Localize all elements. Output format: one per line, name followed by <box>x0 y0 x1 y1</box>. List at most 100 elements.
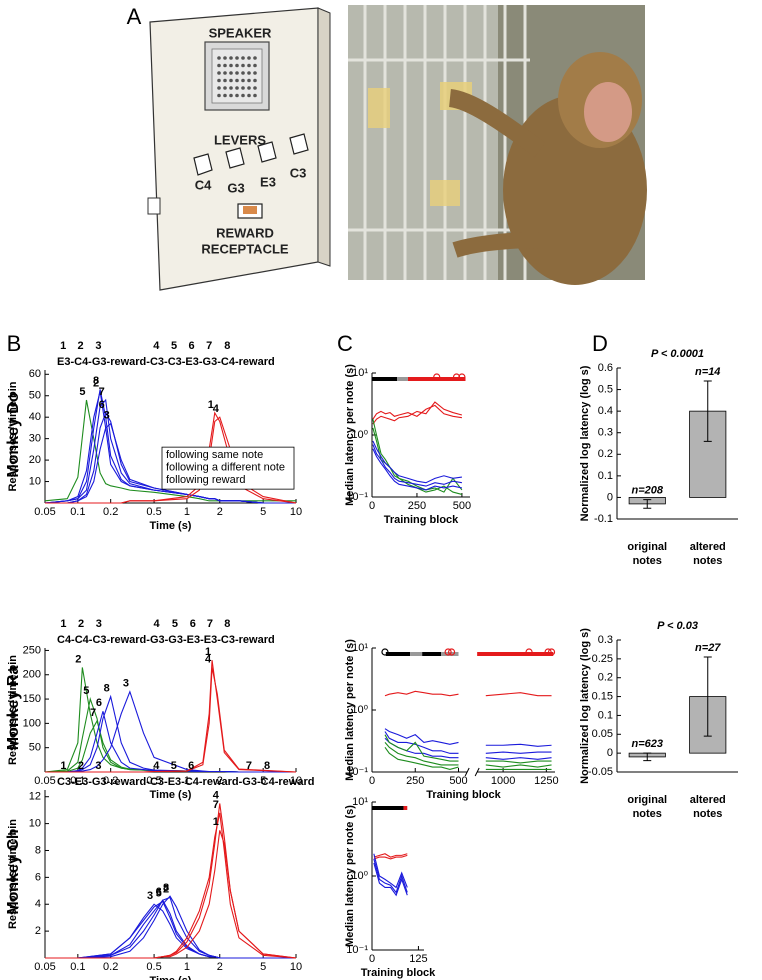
sequence-note: C3- <box>150 356 168 368</box>
lever-note: E3 <box>260 174 276 189</box>
grille-dot <box>229 78 233 83</box>
session-marker <box>458 373 466 381</box>
y-tick-label: 10⁻¹ <box>346 944 368 956</box>
sequence-note: E3- <box>75 776 92 788</box>
panel-label: C <box>337 331 353 356</box>
y-axis-label: Normalized log latency (log s) <box>579 365 591 521</box>
grille-dot <box>235 78 239 83</box>
grille-dot <box>235 56 239 60</box>
peak-label: 3 <box>147 890 153 902</box>
series-line <box>45 895 296 959</box>
peak-label: 8 <box>104 683 110 695</box>
x-tick-label: 10 <box>290 775 302 787</box>
y-tick-label: 6 <box>35 871 41 883</box>
sequence-note: C3- <box>150 776 168 788</box>
grille-dot <box>241 71 245 75</box>
grille-dot <box>223 63 227 68</box>
lever-note: C3 <box>290 165 307 180</box>
x-tick-label: 1000 <box>491 775 515 787</box>
y-axis-label: Median latency per note (s) <box>344 805 356 947</box>
grille-dot <box>253 56 257 60</box>
x-axis-label: Training block <box>426 789 501 801</box>
x-tick-label: notes <box>633 555 662 567</box>
peak-label: 7 <box>99 386 105 398</box>
row-label: Monkey Ch <box>5 829 22 914</box>
x-tick-label: 10 <box>290 961 302 973</box>
sequence-note: C3- <box>221 634 239 646</box>
series-line <box>373 853 408 889</box>
sequence-number: 8 <box>224 618 230 630</box>
grille-dot <box>247 63 251 68</box>
sequence-number: 3 <box>96 618 102 630</box>
grille-dot <box>217 93 221 98</box>
y-axis-label: Normalized log latency (log s) <box>579 628 591 784</box>
grille-dot <box>229 63 233 68</box>
x-axis-label: Time (s) <box>150 789 192 801</box>
sequence-note: C4- <box>75 634 93 646</box>
grille-dot <box>223 93 227 98</box>
sequence-number: 7 <box>206 340 212 352</box>
x-tick-label: 1 <box>184 506 190 518</box>
series-line <box>45 667 297 773</box>
grille-dot <box>247 56 251 60</box>
x-tick-label: 5 <box>260 775 266 787</box>
y-tick-label: 20 <box>29 454 41 466</box>
x-tick-label: 0.1 <box>70 506 85 518</box>
x-tick-label: 0.1 <box>70 775 85 787</box>
y-tick-label: 0.3 <box>598 634 613 646</box>
grille-dot <box>247 86 251 90</box>
session-marker <box>544 648 552 656</box>
y-tick-label: 0.6 <box>598 362 613 374</box>
sequence-note: C4- <box>74 356 92 368</box>
grille-dot <box>235 63 239 68</box>
sequence-note: reward- <box>110 634 150 646</box>
x-axis-label: Time (s) <box>150 975 192 980</box>
grille-dot <box>217 86 221 90</box>
sequence-number: 5 <box>171 340 177 352</box>
sequence-number: 6 <box>190 618 196 630</box>
sequence-number: 4 <box>153 618 160 630</box>
x-tick-label: 0.05 <box>34 775 55 787</box>
x-tick-label: 0.2 <box>103 775 118 787</box>
y-tick-label: 10⁻¹ <box>346 766 368 778</box>
x-tick-label: 0 <box>369 953 375 965</box>
grille-dot <box>253 63 257 68</box>
reward-label: REWARD <box>216 225 274 240</box>
series-line <box>372 448 463 491</box>
sequence-number: 1 <box>60 340 66 352</box>
y-tick-label: 0 <box>607 491 613 503</box>
series-line <box>373 853 408 858</box>
peak-label: 6 <box>99 399 105 411</box>
sequence-number: 6 <box>189 340 195 352</box>
series-line <box>372 444 463 487</box>
peak-label: 8 <box>93 375 99 387</box>
series-line <box>45 690 296 773</box>
peak-label: 4 <box>205 653 212 665</box>
lever-note: C4 <box>195 177 212 192</box>
series-line <box>373 854 408 860</box>
y-tick-label: 4 <box>35 898 41 910</box>
grille-dot <box>235 71 239 75</box>
error-bar <box>643 499 652 509</box>
y-tick-label: 10⁰ <box>351 870 368 882</box>
grille-dot <box>223 86 227 90</box>
device: SPEAKER LEVERS C4 G3 E3 C3 REWARD RECEPT… <box>147 7 331 291</box>
series-line <box>384 742 552 768</box>
x-tick-label: altered <box>690 541 726 553</box>
legend-entry: following a different note <box>166 462 285 474</box>
y-tick-label: 10 <box>29 475 41 487</box>
y-tick-label: 0.1 <box>598 709 613 721</box>
sequence-note: reward- <box>203 776 243 788</box>
session-marker <box>433 373 441 381</box>
x-tick-label: 5 <box>260 506 266 518</box>
grille-dot <box>241 63 245 68</box>
chart-title: P < 0.03 <box>657 620 698 632</box>
sequence-note: C4- <box>221 356 239 368</box>
y-axis-label: Median latency per note (s) <box>344 639 356 781</box>
sequence-note: G3- <box>168 634 187 646</box>
x-tick-label: original <box>627 794 667 806</box>
grille-dot <box>223 71 227 75</box>
sequence-note: reward <box>239 356 275 368</box>
x-tick-label: 1250 <box>534 775 558 787</box>
y-tick-label: 30 <box>29 433 41 445</box>
